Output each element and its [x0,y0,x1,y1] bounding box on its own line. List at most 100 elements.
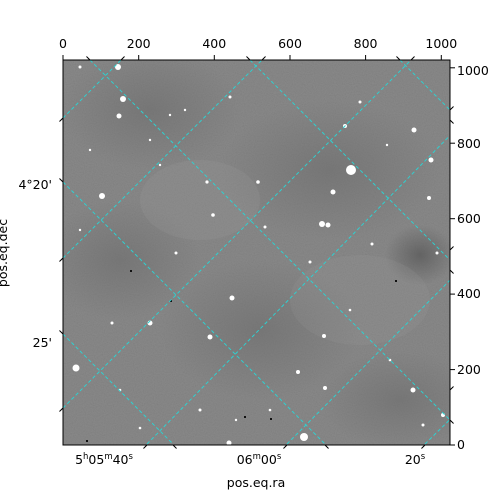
sky-image [63,60,450,445]
star [346,165,356,175]
star [411,127,417,133]
star [174,251,178,255]
star [428,157,434,163]
ra-tick-label: 5h05m40s [75,452,133,467]
grid-line [63,60,412,409]
dark-pixel [86,440,88,442]
star [183,108,187,112]
top-tick-label: 400 [202,36,226,51]
star [323,386,327,390]
wcs-tick-mark [59,330,64,335]
wcs-tick-mark [120,56,125,61]
star [421,423,425,427]
star [330,189,336,195]
wcs-tick-mark [421,444,426,449]
star [148,138,152,142]
dark-pixel [170,300,172,302]
wcs-tick-mark [449,386,454,391]
grid-line [63,60,263,259]
right-tick-label: 600 [457,211,481,226]
star [308,260,312,264]
star [268,408,272,412]
star [115,64,121,70]
wcs-tick-mark [246,56,251,61]
dec-tick-label: 4°20' [18,177,52,192]
star [168,113,172,117]
star [207,334,213,340]
wcs-tick-mark [449,419,454,424]
wcs-tick-mark [449,246,454,251]
wcs-tick-mark [86,56,91,61]
star [99,193,105,199]
ra-tick-label: 06m00s [237,452,282,467]
top-tick-label: 1000 [425,36,457,51]
dark-pixel [395,280,397,282]
star [427,196,431,200]
right-tick-label: 400 [457,286,481,301]
right-tick-label: 800 [457,136,481,151]
star [296,370,300,374]
top-tick-label: 200 [127,36,151,51]
star [410,387,416,393]
grid-line [249,60,450,261]
star [88,148,92,152]
star [198,408,202,412]
star [110,321,114,325]
wcs-tick-mark [324,444,329,449]
dark-pixel [130,270,132,272]
grid-line [399,60,450,111]
wcs-tick-mark [143,444,148,449]
top-tick-label: 600 [278,36,302,51]
star [138,426,142,430]
right-tick-label: 200 [457,362,481,377]
top-tick-label: 800 [354,36,378,51]
star [120,96,126,102]
wcs-tick-mark [283,444,288,449]
dec-tick-label: 25' [33,335,52,350]
star [319,221,325,227]
dark-pixel [244,416,246,418]
wcs-tick-mark [59,257,64,262]
wcs-tick-mark [261,56,266,61]
stars [72,64,445,445]
wcs-tick-mark [59,117,64,122]
wcs-tick-mark [59,178,64,183]
star [300,433,308,441]
grid-line [63,333,174,445]
wcs-tick-mark [396,56,401,61]
grid-line [146,134,450,445]
plot-frame [62,59,451,446]
star [78,228,82,232]
grid-line [89,60,450,421]
right-tick-label: 1000 [457,63,489,78]
star [348,308,352,312]
star [228,95,232,99]
star [325,222,331,228]
grid-line [424,418,450,445]
wcs-tick-mark [449,119,454,124]
pixel-axis-ticks [59,55,455,449]
grid-line [63,181,326,445]
star [263,225,267,229]
y-axis-label: pos.eq.dec [0,219,10,287]
star [72,364,80,372]
star [229,295,235,301]
star [370,242,374,246]
star [234,418,238,422]
star [158,163,162,167]
star [116,113,122,119]
star [256,180,260,184]
star [205,180,209,184]
wcs-tick-mark [449,269,454,274]
wcs-tick-mark [410,56,415,61]
dark-pixel [270,418,272,420]
grid-line [63,60,122,119]
top-tick-label: 0 [59,36,67,51]
grid-line [286,279,450,445]
star [211,213,215,217]
right-tick-label: 0 [457,437,465,452]
star [358,100,362,104]
wcs-tick-mark [449,106,454,111]
wcs-tick-mark [172,444,177,449]
